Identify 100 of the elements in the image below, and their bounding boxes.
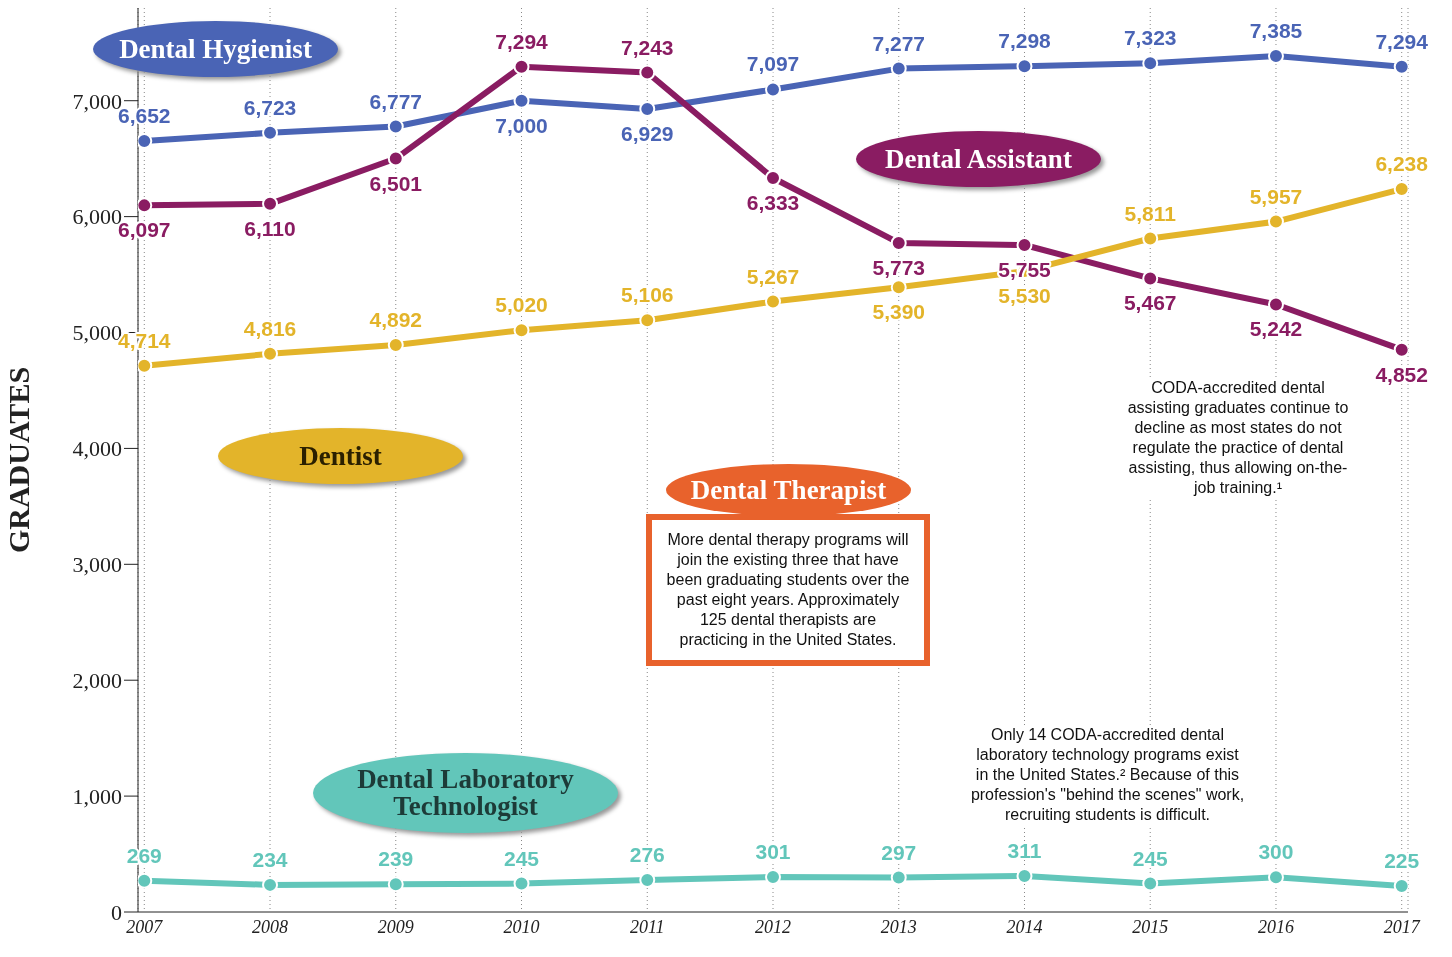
point (262, 345, 279, 362)
point (890, 279, 907, 296)
x-tick-label: 2008 (252, 916, 289, 937)
point (1267, 213, 1284, 230)
data-label: 301 (755, 840, 791, 864)
data-label: 297 (881, 840, 917, 864)
point (387, 337, 404, 354)
data-label: 300 (1258, 840, 1294, 864)
point (387, 150, 404, 167)
y-tick-label: 2,000 (72, 668, 122, 694)
data-label: 7,097 (746, 52, 800, 76)
data-label: 6,777 (369, 89, 423, 113)
point (513, 92, 530, 109)
x-tick-label: 2014 (1006, 916, 1043, 937)
data-label: 5,390 (872, 300, 926, 324)
point (765, 869, 781, 886)
y-tick-label: 3,000 (72, 552, 122, 578)
point (639, 312, 656, 329)
point (1142, 270, 1159, 287)
y-tick-label: 1,000 (72, 783, 122, 809)
data-label: 7,000 (495, 113, 548, 137)
point (1016, 58, 1033, 75)
y-tick-label: 4,000 (72, 436, 122, 462)
data-label: 7,243 (620, 35, 674, 59)
point (1393, 58, 1408, 75)
data-label: 5,773 (872, 255, 926, 279)
data-label: 6,238 (1375, 152, 1429, 176)
data-label: 7,385 (1249, 19, 1303, 43)
name-bubble: Dental Therapist (666, 464, 911, 516)
x-tick-label: 2013 (880, 916, 917, 937)
x-tick-label: 2009 (377, 916, 414, 937)
point (1142, 230, 1159, 247)
data-label: 7,323 (1123, 26, 1177, 50)
point (138, 357, 153, 374)
point (1393, 181, 1408, 198)
annotation: Only 14 CODA-accredited dental laboratory technology programs exist in the United States.² Because of this profession's "behind the scenes" work, recruiting students is difficult. (970, 725, 1245, 825)
point (890, 869, 907, 886)
point (1142, 875, 1159, 892)
point (138, 872, 153, 889)
data-label: 4,816 (243, 316, 297, 340)
data-label: 5,242 (1249, 317, 1303, 341)
data-label: 234 (252, 847, 288, 871)
x-tick-label: 2007 (126, 916, 164, 937)
data-label: 7,294 (1375, 29, 1429, 53)
annotation: CODA-accredited dental assisting graduates continue to decline as most states do not regulate the practice of dental assisting, thus allowing on-the-job training.¹ (1118, 378, 1358, 498)
x-tick-label: 2016 (1257, 916, 1294, 937)
point (1267, 296, 1284, 313)
data-label: 6,501 (369, 171, 423, 195)
data-label: 5,530 (998, 284, 1051, 308)
data-label: 7,298 (998, 29, 1052, 53)
point (138, 133, 153, 150)
data-label: 311 (1007, 838, 1042, 862)
data-label: 7,277 (872, 31, 926, 55)
point (890, 60, 907, 77)
x-tick-label: 2012 (755, 916, 791, 937)
x-tick-label: 2011 (629, 916, 665, 937)
data-label: 6,723 (243, 95, 297, 119)
name-bubble: Dental Laboratory Technologist (313, 753, 618, 833)
x-tick-label: 2010 (503, 916, 540, 937)
annotation: More dental therapy programs will join the existing three that have been graduating students over the past eight years. Approximately 125 dental therapists are practicing in the United States. (646, 514, 930, 666)
data-label: 225 (1384, 848, 1420, 872)
point (1016, 237, 1033, 254)
data-label: 5,957 (1249, 184, 1303, 208)
point (765, 81, 781, 98)
name-bubble: Dental Assistant (856, 131, 1101, 187)
point (1016, 867, 1033, 884)
data-label: 7,294 (495, 29, 549, 53)
x-tick-label: 2015 (1132, 916, 1169, 937)
point (765, 170, 781, 187)
y-axis-title: GRADUATES (1, 366, 35, 554)
point (1142, 55, 1159, 72)
point (513, 58, 530, 75)
data-label: 245 (503, 846, 540, 870)
data-label: 4,852 (1375, 362, 1428, 386)
data-label: 239 (378, 847, 414, 871)
point (513, 322, 530, 339)
point (262, 195, 279, 212)
point (513, 875, 530, 892)
point (262, 124, 279, 141)
data-label: 6,333 (746, 191, 800, 215)
data-label: 5,106 (620, 283, 674, 307)
point (387, 118, 404, 135)
data-label: 5,811 (1124, 201, 1177, 225)
name-bubble: Dentist (218, 428, 463, 484)
point (1393, 341, 1408, 358)
point (138, 197, 153, 214)
data-label: 5,020 (495, 293, 548, 317)
data-label: 6,929 (620, 121, 674, 145)
point (765, 293, 781, 310)
data-label: 5,267 (746, 264, 800, 288)
y-tick-label: 0 (111, 899, 122, 925)
name-bubble: Dental Hygienist (93, 21, 338, 77)
data-label: 245 (1132, 846, 1169, 870)
point (890, 234, 907, 251)
data-label: 4,892 (369, 308, 423, 332)
data-label: 5,467 (1123, 291, 1177, 315)
data-label: 6,110 (244, 216, 296, 240)
data-label: 276 (629, 843, 665, 867)
x-tick-label: 2017 (1383, 916, 1421, 937)
point (639, 64, 656, 81)
